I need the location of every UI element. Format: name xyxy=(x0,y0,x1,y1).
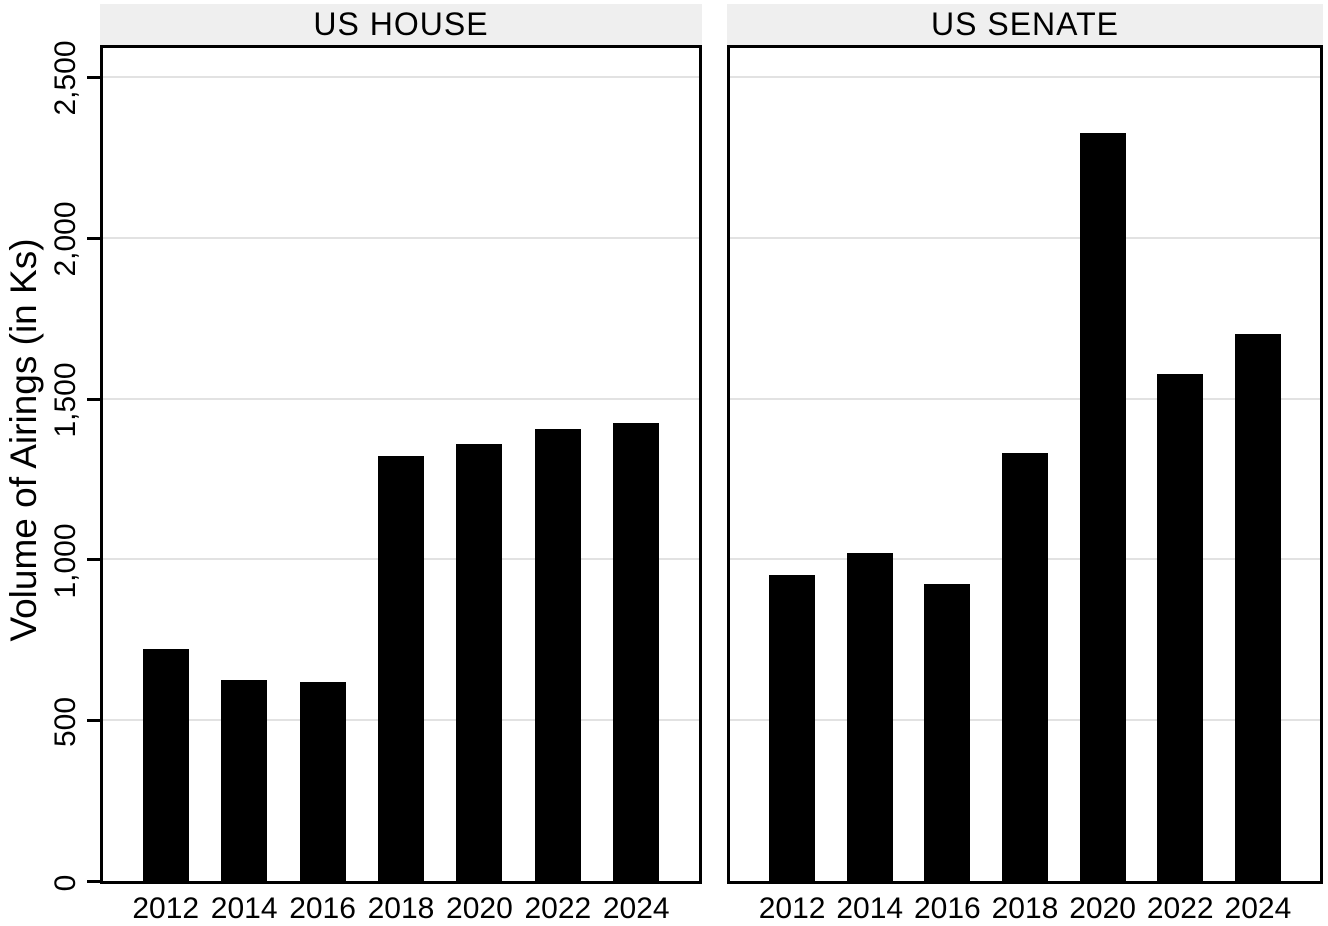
y-axis-title: Volume of Airings (in Ks) xyxy=(3,238,44,642)
bar-us-senate-2022 xyxy=(1157,374,1204,881)
gridline xyxy=(730,397,1320,400)
x-tick-label: 2012 xyxy=(758,892,826,925)
y-tick-label: 2,500 xyxy=(49,40,82,116)
y-tick-mark xyxy=(87,880,101,883)
x-tick-label: 2018 xyxy=(367,892,435,925)
bar-us-house-2022 xyxy=(534,429,581,881)
plot-area-us-house xyxy=(100,45,702,884)
bar-us-senate-2024 xyxy=(1234,334,1281,881)
x-tick-label: 2016 xyxy=(289,892,356,925)
bar-us-senate-2018 xyxy=(1002,453,1048,881)
y-tick-label: 0 xyxy=(49,874,82,891)
bar-us-house-2018 xyxy=(378,456,424,881)
x-axis-labels-us-house: 2012 2014 2016 2018 2020 2022 2024 xyxy=(103,892,699,926)
gridline xyxy=(103,397,699,400)
x-tick-label: 2024 xyxy=(1224,892,1292,925)
y-tick-label: 500 xyxy=(49,696,82,747)
bar-us-house-2024 xyxy=(613,422,660,881)
gridline xyxy=(730,75,1320,78)
panel-header-us-house: US HOUSE xyxy=(100,4,702,45)
gridline xyxy=(730,236,1320,239)
bar-us-senate-2020 xyxy=(1079,133,1126,881)
x-tick-label: 2024 xyxy=(602,892,670,925)
bar-us-senate-2012 xyxy=(769,575,816,881)
x-axis-labels-us-senate: 2012 2014 2016 2018 2020 2022 2024 xyxy=(730,892,1320,926)
gridline xyxy=(103,236,699,239)
bar-us-house-2014 xyxy=(221,680,268,881)
x-tick-label: 2022 xyxy=(524,892,592,925)
x-tick-label: 2012 xyxy=(132,892,200,925)
bar-us-house-2012 xyxy=(142,649,189,881)
y-tick-label: 2,000 xyxy=(49,201,82,277)
y-tick-label: 1,500 xyxy=(49,362,82,438)
bar-us-senate-2016 xyxy=(924,583,971,881)
x-tick-label: 2016 xyxy=(913,892,981,925)
y-tick-mark xyxy=(87,719,101,723)
y-tick-mark xyxy=(87,397,101,401)
x-tick-label: 2014 xyxy=(836,892,904,925)
y-tick-label: 1,000 xyxy=(49,523,82,599)
x-tick-label: 2014 xyxy=(210,892,278,925)
bar-us-house-2020 xyxy=(456,443,503,881)
y-tick-mark xyxy=(87,236,101,240)
panel-title-us-house: US HOUSE xyxy=(313,6,489,42)
x-tick-label: 2020 xyxy=(446,892,513,925)
panel-header-us-senate: US SENATE xyxy=(727,4,1323,45)
gridline xyxy=(103,75,699,78)
x-tick-label: 2018 xyxy=(991,892,1059,925)
x-tick-label: 2020 xyxy=(1069,892,1136,925)
y-tick-mark xyxy=(87,75,101,79)
panel-title-us-senate: US SENATE xyxy=(931,6,1119,42)
y-tick-mark xyxy=(87,558,101,562)
bar-us-house-2016 xyxy=(299,681,346,881)
plot-area-us-senate xyxy=(727,45,1323,884)
bar-us-senate-2014 xyxy=(846,552,893,881)
x-tick-label: 2022 xyxy=(1146,892,1214,925)
